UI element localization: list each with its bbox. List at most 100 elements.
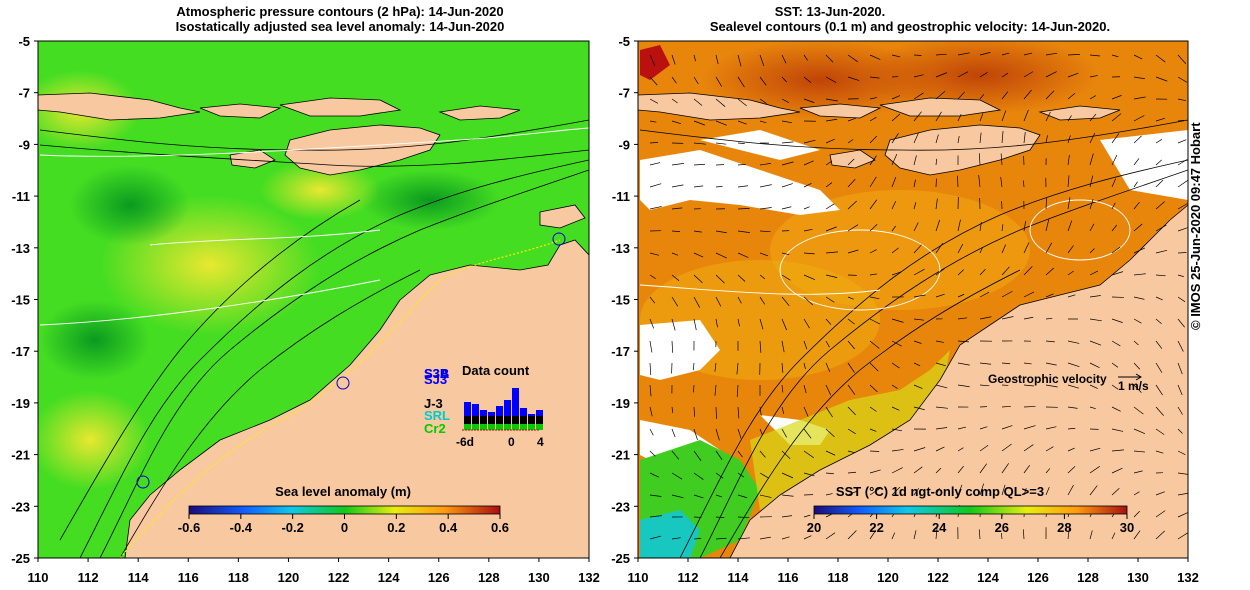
velocity-arrow [1111, 54, 1119, 58]
velocity-arrow [1023, 425, 1036, 430]
velocity-arrow [869, 249, 877, 254]
velocity-arrow [1067, 175, 1070, 188]
velocity-arrow [1045, 486, 1050, 496]
velocity-arrow [1001, 443, 1012, 452]
velocity-arrow [781, 384, 784, 393]
velocity-arrow [671, 120, 682, 125]
velocity-arrow [1155, 274, 1166, 277]
velocity-label: Geostrophic velocity [988, 372, 1107, 386]
velocity-arrow [781, 274, 791, 281]
velocity-arrow [913, 74, 924, 78]
velocity-arrow [825, 450, 836, 456]
velocity-arrow [737, 164, 746, 166]
velocity-arrow [1133, 115, 1145, 122]
velocity-arrow [869, 273, 878, 276]
left-xtick-label: 128 [478, 570, 500, 585]
velocity-arrow [825, 203, 835, 210]
velocity-arrow [847, 318, 855, 325]
velocity-arrow [1023, 220, 1027, 232]
left-xtick-label: 132 [578, 570, 600, 585]
right-colorbar: SST (°C) 1d ngt-only comp QL>=3 20 22 24 26… [807, 484, 1134, 535]
velocity-arrow [957, 447, 964, 452]
velocity-arrow [1001, 405, 1011, 408]
velocity-arrow [693, 252, 704, 258]
velocity-arrow [869, 224, 878, 232]
velocity-arrow [1089, 95, 1096, 100]
histogram-bar-segment [504, 416, 511, 430]
velocity-arrow [781, 98, 790, 103]
velocity-arrow [1133, 491, 1140, 496]
velocity-arrow [1155, 428, 1165, 435]
velocity-arrow [1023, 52, 1033, 56]
velocity-arrow [1023, 291, 1035, 298]
velocity-arrow [1045, 71, 1057, 78]
right-xtick-label: 126 [1027, 570, 1049, 585]
velocity-arrow [781, 318, 787, 331]
velocity-arrow [759, 54, 765, 67]
legend-tick-0: 0 [508, 435, 515, 449]
velocity-arrow [825, 296, 835, 303]
histogram-bar-segment [488, 424, 495, 430]
velocity-arrow [1067, 466, 1076, 474]
velocity-arrow [803, 514, 811, 518]
velocity-arrow [1133, 273, 1146, 276]
velocity-arrow [803, 428, 812, 439]
velocity-arrow [935, 406, 948, 409]
left-indonesia-islands [38, 92, 201, 121]
left-xtick-label: 126 [428, 570, 450, 585]
velocity-arrow [737, 142, 745, 144]
velocity-arrow [1001, 266, 1010, 276]
velocity-arrow [759, 318, 764, 330]
velocity-arrow [759, 536, 771, 540]
velocity-arrow [1023, 444, 1034, 452]
velocity-arrow [671, 340, 674, 353]
velocity-arrow [869, 428, 877, 432]
velocity-arrow [737, 296, 742, 304]
velocity-arrow [803, 450, 815, 459]
velocity-arrow [869, 530, 877, 540]
right-xtick-label: 114 [728, 570, 750, 585]
velocity-arrow [1001, 362, 1011, 365]
velocity-arrow [693, 450, 702, 461]
left-ytick-label: -7 [18, 86, 30, 101]
right-ytick-label: -9 [618, 137, 630, 152]
velocity-arrow [1089, 132, 1096, 144]
velocity-arrow [979, 463, 987, 474]
velocity-arrow [1023, 109, 1029, 122]
left-title-line2: Isostatically adjusted sea level anomaly… [175, 19, 505, 34]
velocity-arrow [671, 54, 676, 65]
velocity-arrow [693, 76, 699, 85]
velocity-arrow [891, 132, 899, 144]
velocity-arrow [1155, 138, 1163, 144]
velocity-arrow [913, 466, 923, 474]
velocity-arrow [847, 200, 857, 210]
velocity-arrow [957, 426, 967, 430]
velocity-arrow [935, 446, 945, 452]
velocity-arrow [759, 406, 762, 416]
velocity-arrow [1177, 227, 1188, 232]
velocity-arrow [1023, 464, 1031, 474]
velocity-arrow [1001, 72, 1009, 78]
velocity-arrow [693, 142, 706, 145]
velocity-arrow [847, 76, 860, 81]
velocity-arrow [1155, 340, 1163, 349]
velocity-arrow [1111, 532, 1116, 540]
velocity-arrow [715, 98, 726, 107]
velocity-arrow [715, 54, 719, 65]
velocity-arrow [759, 207, 772, 210]
velocity-arrow [1133, 428, 1146, 435]
histogram-bar-segment [480, 424, 487, 430]
velocity-arrow [737, 120, 747, 125]
velocity-arrow [715, 142, 727, 145]
velocity-arrow [1133, 54, 1143, 60]
velocity-arrow [825, 274, 838, 278]
velocity-arrow [1111, 384, 1119, 390]
velocity-arrow [693, 428, 698, 440]
velocity-arrow [1177, 340, 1184, 352]
velocity-arrow [715, 230, 727, 234]
velocity-arrow [1089, 340, 1102, 346]
velocity-arrow [869, 199, 878, 210]
velocity-arrow [979, 72, 988, 78]
velocity-arrow [935, 158, 938, 166]
velocity-arrow [715, 537, 727, 540]
